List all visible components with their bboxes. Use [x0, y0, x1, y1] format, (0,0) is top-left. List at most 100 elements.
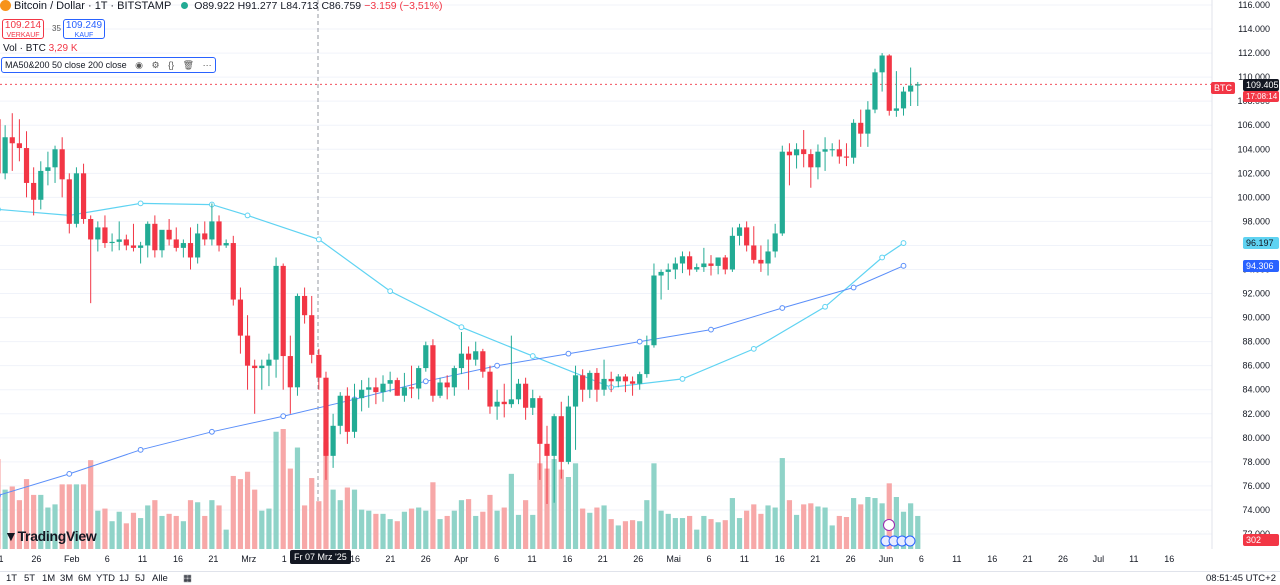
timeframe-6m[interactable]: 6M	[78, 573, 91, 584]
candle-body	[380, 384, 385, 392]
volume-bar	[202, 516, 207, 549]
x-tick-label: 11	[527, 554, 536, 564]
volume-bar	[473, 516, 478, 549]
volume-bar	[252, 490, 257, 549]
candle-body	[259, 366, 264, 368]
x-tick-label: 11	[952, 554, 961, 564]
timeframe-1m[interactable]: 1M	[42, 573, 55, 584]
y-tick-label: 106.000	[1237, 120, 1270, 130]
volume-bar	[131, 513, 136, 549]
volume-bar	[231, 476, 236, 549]
volume-bar	[708, 519, 713, 549]
volume-bar	[851, 498, 856, 549]
candle-body	[872, 72, 877, 109]
candle-body	[837, 149, 842, 156]
candle-body	[373, 387, 378, 392]
candle-body	[216, 221, 221, 245]
clock[interactable]: 08:51:45 UTC+2	[1206, 573, 1276, 584]
volume-bar	[388, 519, 393, 549]
candle-body	[623, 377, 628, 382]
x-tick-label: 16	[775, 554, 785, 564]
candle-body	[352, 398, 357, 432]
candle-body	[252, 366, 257, 368]
sell-button[interactable]: 109.214 VERKAUF	[2, 19, 44, 39]
x-tick-label: 6	[706, 554, 711, 564]
timeframe-1y[interactable]: 1J	[119, 573, 129, 584]
candle-body	[744, 227, 749, 245]
volume-bar	[416, 508, 421, 549]
candle-body	[31, 183, 36, 200]
candle-body	[858, 123, 863, 134]
volume-bar	[124, 523, 129, 549]
candle-body	[808, 154, 813, 167]
timeframe-3m[interactable]: 3M	[60, 573, 73, 584]
volume-bar	[352, 490, 357, 549]
candle-body	[594, 373, 599, 390]
candle-body	[708, 263, 713, 265]
x-tick-label: 11	[1129, 554, 1138, 564]
candle-body	[716, 257, 721, 265]
settings-icon[interactable]: ⚙	[151, 58, 159, 72]
volume-bar	[865, 497, 870, 549]
timeframe-all[interactable]: Alle	[152, 573, 168, 584]
candle-body	[109, 242, 114, 243]
more-icon[interactable]: ⋯	[203, 58, 212, 72]
candle-body	[452, 368, 457, 387]
last-price-tag: 109.405	[1243, 79, 1279, 91]
candle-body	[138, 245, 143, 247]
x-tick-label: 21	[598, 554, 608, 564]
volume-bar	[509, 474, 514, 549]
symbol-title[interactable]: Bitcoin / Dollar · 1T · BITSTAMP	[14, 0, 171, 12]
x-tick-label: 11	[740, 554, 749, 564]
x-tick-label: 26	[846, 554, 856, 564]
candle-body	[701, 263, 706, 267]
candle-body	[231, 243, 236, 300]
volume-bar	[430, 482, 435, 549]
volume-bar	[658, 511, 663, 549]
date-range-icon[interactable]: ▦	[183, 573, 192, 584]
candle-body	[651, 276, 656, 346]
tradingview-logo[interactable]: ▼TradingView	[4, 528, 96, 544]
sell-price: 109.214	[3, 21, 43, 31]
candle-body	[60, 149, 65, 179]
candle-body	[331, 426, 336, 456]
volume-bar	[651, 463, 656, 549]
candle-body	[822, 149, 827, 151]
candle-body	[445, 383, 450, 388]
candle-body	[616, 377, 621, 382]
volume-bar	[459, 500, 464, 549]
candle-body	[195, 233, 200, 257]
candle-body	[338, 396, 343, 426]
volume-bar	[224, 530, 229, 549]
ma200-marker	[281, 414, 286, 419]
volume-bar	[331, 490, 336, 549]
crosshair-date-label: Fr 07 Mrz '25	[290, 550, 351, 564]
ma200-marker	[423, 379, 428, 384]
volume-price-tag: 302	[1243, 534, 1279, 546]
ma-legend[interactable]: MA50&200 50 close 200 close ◉ ⚙ {} 🗑 ⋯	[1, 57, 216, 73]
timeframe-5y[interactable]: 5J	[135, 573, 145, 584]
delete-icon[interactable]: 🗑	[183, 58, 194, 72]
eye-icon[interactable]: ◉	[135, 58, 143, 72]
volume-bar	[716, 522, 721, 549]
x-tick-label: 16	[173, 554, 183, 564]
candle-body	[737, 227, 742, 235]
buy-button[interactable]: 109.249 KAUF	[63, 19, 105, 39]
candle-body	[309, 315, 314, 355]
volume-bar	[316, 501, 321, 549]
volume-bar	[145, 505, 150, 549]
volume-bar	[216, 505, 221, 549]
timeframe-1d[interactable]: 1T	[6, 573, 17, 584]
candle-body	[523, 384, 528, 408]
volume-legend[interactable]: Vol · BTC 3,29 K	[3, 43, 78, 54]
source-code-icon[interactable]: {}	[168, 58, 174, 72]
timeframe-5d[interactable]: 5T	[24, 573, 35, 584]
x-tick-label: 6	[494, 554, 499, 564]
volume-bar	[495, 511, 500, 549]
timeframe-ytd[interactable]: YTD	[96, 573, 115, 584]
volume-bar	[580, 509, 585, 549]
y-tick-label: 116.000	[1238, 0, 1270, 10]
candle-body	[102, 227, 107, 243]
volume-bar	[373, 514, 378, 549]
